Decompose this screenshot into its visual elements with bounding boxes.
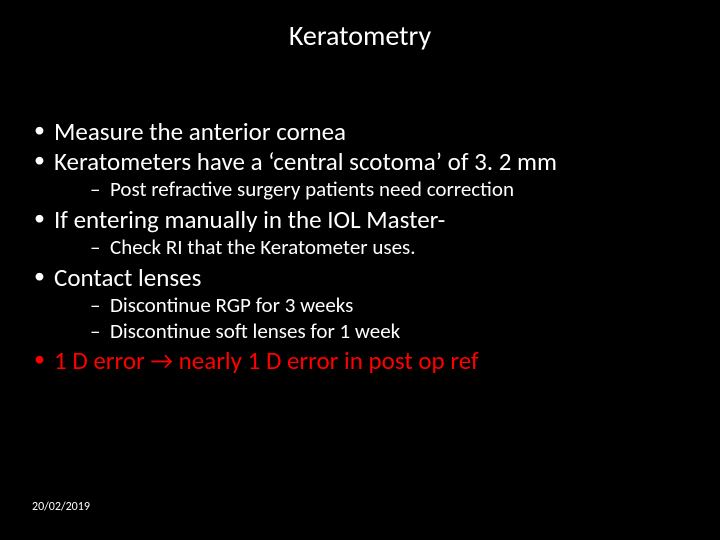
bullet-item: Contact lenses Discontinue RGP for 3 wee… xyxy=(28,263,692,345)
sub-bullet-item: Post refractive surgery patients need co… xyxy=(54,177,692,203)
bullet-item: Keratometers have a ‘central scotoma’ of… xyxy=(28,147,692,203)
sub-bullet-list: Discontinue RGP for 3 weeks Discontinue … xyxy=(54,293,692,344)
sub-bullet-text: Discontinue RGP for 3 weeks xyxy=(110,292,353,318)
bullet-item-emphasis: 1 D error → nearly 1 D error in post op … xyxy=(28,346,692,376)
sub-bullet-item: Check RI that the Keratometer uses. xyxy=(54,235,692,261)
bullet-item: Measure the anterior cornea xyxy=(28,117,692,147)
sub-bullet-list: Check RI that the Keratometer uses. xyxy=(54,235,692,261)
sub-bullet-list: Post refractive surgery patients need co… xyxy=(54,177,692,203)
sub-bullet-text: Check RI that the Keratometer uses. xyxy=(110,234,416,260)
footer-date: 20/02/2019 xyxy=(32,500,90,514)
bullet-text: If entering manually in the IOL Master- xyxy=(54,204,445,235)
bullet-item: If entering manually in the IOL Master- … xyxy=(28,205,692,261)
sub-bullet-text: Post refractive surgery patients need co… xyxy=(110,176,514,202)
bullet-text: 1 D error → nearly 1 D error in post op … xyxy=(54,345,479,376)
bullet-list: Measure the anterior cornea Keratometers… xyxy=(28,117,692,376)
slide-title: Keratometry xyxy=(28,18,692,53)
bullet-text: Contact lenses xyxy=(54,262,201,293)
sub-bullet-item: Discontinue RGP for 3 weeks xyxy=(54,293,692,319)
sub-bullet-text: Discontinue soft lenses for 1 week xyxy=(110,318,400,344)
sub-bullet-item: Discontinue soft lenses for 1 week xyxy=(54,319,692,345)
slide-container: Keratometry Measure the anterior cornea … xyxy=(0,0,720,540)
bullet-text: Measure the anterior cornea xyxy=(54,116,346,147)
bullet-text: Keratometers have a ‘central scotoma’ of… xyxy=(54,146,557,177)
